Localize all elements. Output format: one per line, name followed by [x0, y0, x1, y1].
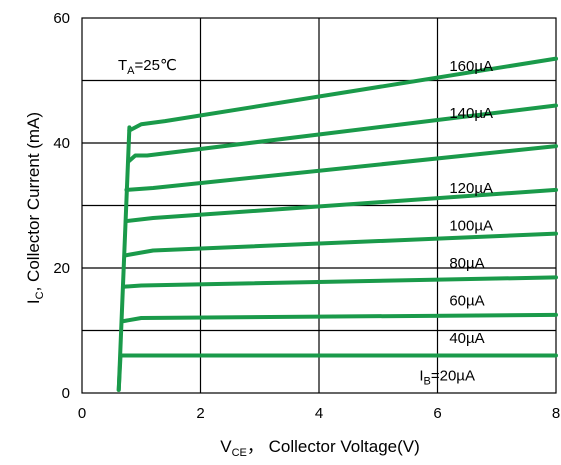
y-tick-label: 60 — [53, 10, 70, 27]
curve-label: 100µA — [449, 218, 493, 235]
curve-label: 40µA — [449, 330, 484, 347]
curve-label: 60µA — [449, 293, 484, 310]
curve-60µA — [121, 275, 558, 289]
tick-labels: 0 2 4 6 8 0 20 40 60 — [53, 10, 560, 422]
x-tick-label: 6 — [433, 405, 441, 422]
curve-120µA — [124, 144, 558, 192]
saturation-rise-line — [116, 125, 132, 392]
grid — [81, 17, 557, 394]
y-tick-label: 0 — [62, 385, 70, 402]
y-tick-label: 20 — [53, 260, 70, 277]
curves — [116, 56, 558, 392]
y-tick-label: 40 — [53, 135, 70, 152]
curve-20µA — [116, 353, 558, 392]
curve-100µA — [123, 187, 558, 224]
curve-label: IB=20µA — [419, 368, 475, 388]
curve-80µA — [122, 231, 558, 258]
x-tick-label: 4 — [315, 405, 323, 422]
x-tick-label: 0 — [78, 405, 86, 422]
curve-labels: IB=20µA 40µA 60µA 80µA 100µA 120µA 140µA 160µA — [419, 58, 493, 387]
curve-140µA — [126, 103, 558, 164]
y-axis-label: IC, Collector Current (mA) — [24, 112, 46, 304]
x-axis-label: VCE， Collector Voltage(V) — [220, 437, 420, 459]
temperature-annotation: TA=25℃ — [118, 57, 177, 77]
x-tick-label: 8 — [552, 405, 560, 422]
curve-160µA — [127, 56, 558, 133]
curve-label: 160µA — [449, 58, 493, 75]
curve-label: 140µA — [449, 105, 493, 122]
curve-label: 80µA — [449, 255, 484, 272]
curve-40µA — [121, 312, 558, 324]
curve-label: 120µA — [449, 180, 493, 197]
x-tick-label: 2 — [196, 405, 204, 422]
